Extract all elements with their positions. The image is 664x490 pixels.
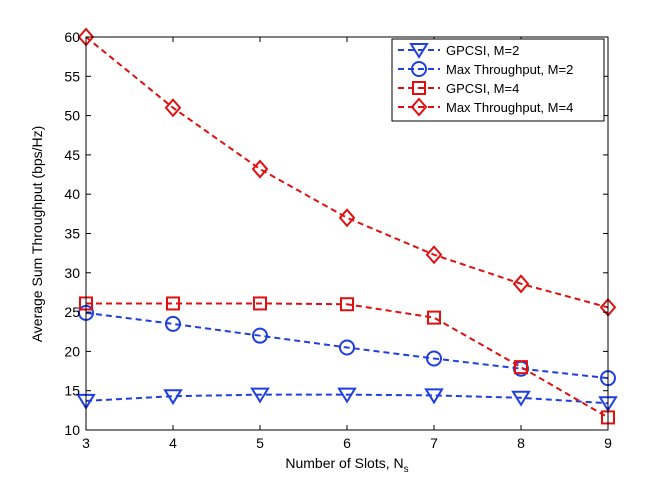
- data-point: [514, 360, 528, 375]
- legend-marker: [409, 43, 429, 59]
- x-tick-label: 5: [256, 435, 264, 451]
- x-tick-label: 8: [517, 435, 525, 451]
- legend-items: GPCSI, M=2 Max Throughput, M=2 GPCSI, M=4 M…: [398, 43, 573, 117]
- x-axis-label-main: Number of Slots, N: [285, 455, 403, 471]
- data-point: [424, 388, 444, 405]
- legend-marker: [411, 61, 427, 77]
- data-point: [165, 315, 181, 332]
- y-tick-label: 55: [64, 68, 80, 84]
- legend: GPCSI, M=2 Max Throughput, M=2 GPCSI, M=4 M…: [391, 38, 605, 122]
- y-tick-label: 25: [64, 304, 80, 320]
- x-axis-label-subscript: s: [404, 464, 409, 475]
- legend-item: Max Throughput, M=2: [398, 61, 573, 77]
- data-point: [338, 208, 356, 228]
- legend-marker: [410, 97, 428, 117]
- legend-label: Max Throughput, M=2: [446, 62, 573, 77]
- legend-box: [391, 38, 605, 122]
- data-point: [512, 274, 530, 294]
- data-point: [251, 159, 269, 179]
- legend-marker: [412, 81, 426, 95]
- data-point: [425, 245, 443, 265]
- data-point: [252, 327, 268, 344]
- x-tick-label: 9: [604, 435, 612, 451]
- data-point: [427, 310, 441, 325]
- y-tick-label: 35: [64, 226, 80, 242]
- data-point: [511, 390, 531, 407]
- data-point: [164, 98, 182, 118]
- x-tick-label: 3: [82, 435, 90, 451]
- data-point: [339, 339, 355, 356]
- series-line: [86, 302, 609, 419]
- y-tick-label: 45: [64, 147, 80, 163]
- legend-label: GPCSI, M=4: [446, 81, 519, 96]
- y-tick-label: 15: [64, 383, 80, 399]
- data-point: [163, 389, 183, 406]
- x-axis-label: Number of Slots, Ns: [285, 455, 408, 475]
- data-point: [337, 387, 357, 404]
- y-tick-label: 60: [64, 29, 80, 45]
- legend-item: GPCSI, M=2: [398, 43, 519, 59]
- y-tick-label: 10: [64, 422, 80, 438]
- y-tick-label: 30: [64, 265, 80, 281]
- series-line: [85, 393, 609, 405]
- data-point: [340, 297, 354, 312]
- x-tick-label: 6: [343, 435, 351, 451]
- data-point: [253, 296, 267, 311]
- series-line: [85, 311, 609, 380]
- y-tick-label: 50: [64, 108, 80, 124]
- x-tick-label: 7: [430, 435, 438, 451]
- y-tick-label: 40: [64, 186, 80, 202]
- legend-item: GPCSI, M=4: [398, 81, 519, 96]
- x-tick-label: 4: [169, 435, 177, 451]
- legend-label: GPCSI, M=2: [446, 43, 519, 58]
- y-tick-label: 20: [64, 343, 80, 359]
- data-point: [426, 350, 442, 367]
- y-axis-label: Average Sum Throughput (bps/Hz): [29, 126, 45, 343]
- series-layer: [76, 27, 618, 425]
- series-line: [85, 36, 609, 309]
- legend-label: Max Throughput, M=4: [446, 100, 573, 115]
- legend-item: Max Throughput, M=4: [398, 97, 573, 117]
- data-point: [250, 387, 270, 404]
- data-point: [166, 296, 180, 311]
